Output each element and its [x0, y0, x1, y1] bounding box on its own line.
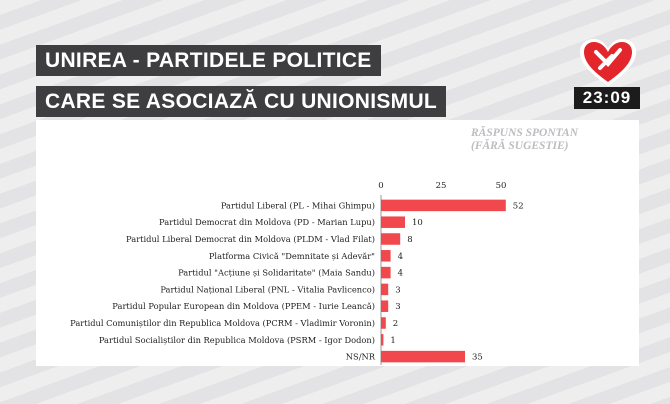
- bar: [381, 233, 401, 245]
- bar: [381, 199, 506, 212]
- value-label: 10: [412, 218, 423, 228]
- value-label: 4: [398, 252, 403, 262]
- chart-panel: 0 25 50 Partidul Liberal (PL - Mihai Ghimp…: [36, 120, 639, 366]
- bar: [381, 334, 384, 346]
- category-label: Partidul Liberal (PL - Mihai Ghimpu): [221, 200, 375, 210]
- bar: [381, 266, 391, 279]
- category-label: Partidul Democrat din Moldova (PD - Mari…: [159, 217, 375, 227]
- x-tick-label: 50: [496, 181, 507, 191]
- category-label: NS/NR: [346, 352, 376, 362]
- bar: [381, 300, 389, 312]
- value-label: 35: [472, 353, 483, 363]
- title-line-2: CARE SE ASOCIAZĂ CU UNIONISMUL: [36, 86, 447, 117]
- title-line-1: UNIREA - PARTIDELE POLITICE: [36, 45, 381, 76]
- category-label: Platforma Civică "Demnitate și Adevăr": [209, 251, 375, 261]
- clock: 23:09: [574, 87, 640, 109]
- bar: [381, 317, 386, 329]
- value-label: 8: [407, 235, 412, 245]
- value-label: 2: [393, 319, 398, 329]
- category-label: Partidul Liberal Democrat din Moldova (P…: [126, 234, 375, 244]
- value-label: 1: [390, 336, 395, 346]
- bar: [381, 250, 391, 262]
- value-label: 3: [395, 285, 400, 295]
- value-label: 4: [398, 269, 403, 279]
- category-label: Partidul Comuniștilor din Republica Mold…: [70, 318, 375, 328]
- chart-subtitle: RĂSPUNS SPONTAN (FĂRĂ SUGESTIE): [471, 127, 631, 153]
- value-label: 52: [513, 201, 524, 211]
- x-tick-label: 25: [436, 181, 447, 191]
- category-label: Partidul Socialiștilor din Republica Mol…: [99, 335, 375, 345]
- subtitle-line-2: (FĂRĂ SUGESTIE): [471, 140, 569, 152]
- bar: [381, 283, 389, 296]
- bar-chart: 0 25 50 Partidul Liberal (PL - Mihai Ghimp…: [70, 181, 524, 365]
- category-label: Partidul "Acțiune și Solidaritate" (Maia…: [178, 268, 375, 278]
- category-label: Partidul Popular European din Moldova (P…: [112, 301, 375, 311]
- channel-heart-logo: [580, 39, 636, 86]
- value-label: 3: [395, 302, 400, 312]
- bar: [381, 216, 405, 228]
- subtitle-line-1: RĂSPUNS SPONTAN: [471, 127, 579, 139]
- category-label: Partidul Național Liberal (PNL - Vitalia…: [160, 284, 375, 294]
- bar: [381, 350, 465, 363]
- x-tick-label: 0: [378, 181, 383, 191]
